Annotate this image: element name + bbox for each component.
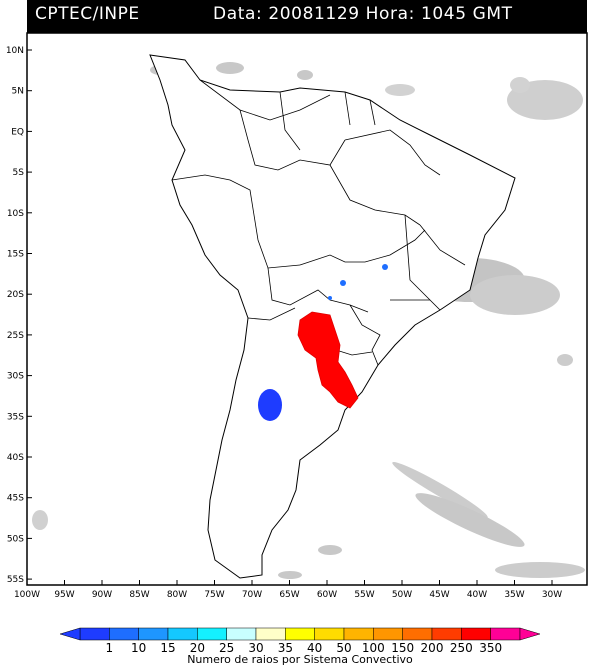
header-datetime: Data: 20081129 Hora: 1045 GMT — [213, 4, 513, 24]
lat-label: 50S — [7, 534, 24, 544]
legend-colorbar — [59, 627, 541, 641]
legend-label: 25 — [219, 641, 234, 655]
lat-label: 35S — [7, 412, 24, 422]
legend-label: 20 — [190, 641, 205, 655]
legend-arrow-right — [519, 627, 541, 641]
country-borders — [171, 79, 466, 366]
lat-label: 20S — [7, 290, 24, 300]
legend-arrow-left — [59, 627, 81, 641]
legend-swatch — [461, 627, 491, 641]
lon-label: 35W — [504, 590, 524, 600]
legend-swatch — [343, 627, 374, 641]
map-header: CPTEC/INPE Data: 20081129 Hora: 1045 GMT — [27, 0, 587, 33]
lon-label: 100W — [14, 590, 40, 600]
legend-label: 100 — [362, 641, 385, 655]
legend-swatch — [197, 627, 227, 641]
lightning-clusters — [258, 264, 388, 421]
legend-labels: 1 10 15 20 25 30 35 40 50 100 150 200 250 350 — [106, 641, 503, 655]
lat-label: 30S — [7, 372, 24, 382]
lat-label: 55S — [7, 575, 24, 585]
legend-swatch — [490, 627, 521, 641]
legend-swatch — [285, 627, 315, 641]
legend-label: 40 — [307, 641, 322, 655]
lon-label: 95W — [54, 590, 74, 600]
lat-label: 45S — [7, 494, 24, 504]
legend-swatch — [226, 627, 257, 641]
lat-label: 10S — [7, 209, 24, 219]
legend-label: 150 — [391, 641, 414, 655]
lon-label: 50W — [392, 590, 412, 600]
lat-label: 5N — [12, 87, 24, 97]
lon-label: 45W — [429, 590, 449, 600]
legend-label: 250 — [450, 641, 473, 655]
lat-label: 5S — [13, 168, 25, 178]
lon-label: 55W — [354, 590, 374, 600]
legend-swatch — [138, 627, 169, 641]
lon-label: 65W — [279, 590, 299, 600]
lon-label: 90W — [92, 590, 112, 600]
longitude-labels: 100W 95W 90W 85W 80W 75W 70W 65W 60W 55W 50W 45W 40W… — [14, 580, 562, 600]
lon-label: 30W — [542, 590, 562, 600]
lat-label: 10N — [6, 46, 24, 56]
legend-label: 10 — [131, 641, 146, 655]
legend-swatch — [431, 627, 462, 641]
legend-label: 1 — [106, 641, 114, 655]
lat-label: EQ — [11, 127, 24, 137]
lon-label: 80W — [167, 590, 187, 600]
legend-label: 50 — [336, 641, 351, 655]
lon-label: 75W — [204, 590, 224, 600]
red-storm-cluster — [297, 311, 359, 409]
blue-storm-cluster — [258, 389, 282, 421]
lon-label: 70W — [242, 590, 262, 600]
legend-label: 35 — [278, 641, 293, 655]
legend-swatch — [402, 627, 433, 641]
lat-label: 15S — [7, 250, 24, 260]
lon-label: 40W — [467, 590, 487, 600]
latitude-labels: 10N 5N EQ 5S 10S 15S 20S 25S 30S 35S 40S 45S 50S 55S — [6, 46, 32, 585]
legend-label: 350 — [479, 641, 502, 655]
legend-swatch — [79, 627, 110, 641]
legend-label: 200 — [421, 641, 444, 655]
legend-swatch — [109, 627, 139, 641]
header-source: CPTEC/INPE — [35, 4, 140, 24]
legend-caption: Numero de raios por Sistema Convectivo — [187, 653, 413, 666]
lat-label: 40S — [7, 453, 24, 463]
lat-label: 25S — [7, 331, 24, 341]
lon-label: 60W — [317, 590, 337, 600]
legend-swatch — [314, 627, 345, 641]
legend-swatch — [255, 627, 286, 641]
legend-label: 15 — [160, 641, 175, 655]
legend-swatch — [167, 627, 198, 641]
lon-label: 85W — [129, 590, 149, 600]
legend-swatch — [373, 627, 403, 641]
legend-label: 30 — [248, 641, 263, 655]
